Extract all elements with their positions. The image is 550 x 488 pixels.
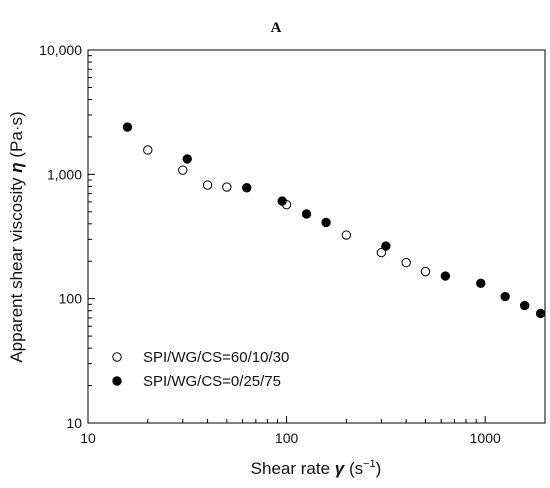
data-point-filled [242, 183, 252, 193]
y-tick-label: 1,000 [47, 166, 82, 182]
data-point-filled [122, 122, 133, 132]
data-point-filled [535, 308, 546, 319]
data-point-open [202, 180, 213, 190]
y-axis-ticks: 10 100 1,000 10,000 [39, 42, 95, 431]
data-point-filled [381, 241, 391, 251]
data-point-open [376, 247, 387, 258]
x-axis-ticks: 10 100 1000 [80, 416, 501, 446]
y-tick-label: 10,000 [39, 42, 82, 58]
y-tick-label: 10 [66, 415, 82, 431]
legend-marker-filled [112, 376, 122, 386]
x-axis-title: Shear rate γ (s−1) [251, 458, 382, 478]
data-point-filled [440, 271, 451, 281]
data-point-open [143, 145, 153, 155]
data-point-open [420, 266, 431, 277]
plot-frame [87, 49, 546, 424]
data-point-filled [476, 278, 486, 288]
data-point-open [222, 182, 232, 192]
data-point-open [401, 257, 411, 268]
data-point-filled [519, 300, 530, 311]
data-point-filled [301, 209, 312, 219]
x-tick-label: 1000 [470, 430, 501, 446]
data-point-open [341, 230, 352, 240]
x-tick-label: 100 [275, 430, 299, 446]
data-point-open [178, 165, 188, 175]
legend-marker-open [112, 352, 122, 362]
data-points [122, 122, 546, 319]
panel-label: A [271, 20, 282, 36]
x-tick-label: 10 [80, 430, 96, 446]
legend-label-series-2: SPI/WG/CS=0/25/75 [143, 373, 281, 390]
data-point-filled [321, 217, 331, 228]
data-point-filled [500, 291, 510, 302]
legend-label-series-1: SPI/WG/CS=60/10/30 [143, 349, 289, 366]
legend: SPI/WG/CS=60/10/30 SPI/WG/CS=0/25/75 [112, 349, 289, 390]
data-point-filled [277, 196, 287, 206]
data-point-filled [182, 154, 192, 164]
y-tick-label: 100 [59, 291, 83, 307]
y-axis-title: Apparent shear viscosity η (Pa·s) [7, 111, 26, 362]
